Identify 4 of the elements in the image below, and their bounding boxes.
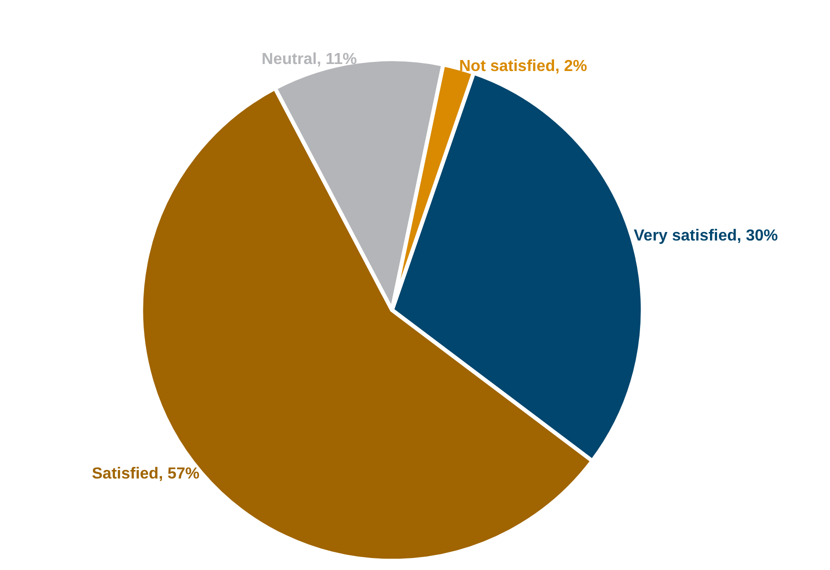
slice-label: Satisfied, 57% (92, 465, 200, 482)
slice-label: Very satisfied, 30% (634, 228, 778, 245)
slice-label: Not satisfied, 2% (459, 58, 588, 75)
slice-label: Neutral, 11% (262, 51, 357, 68)
